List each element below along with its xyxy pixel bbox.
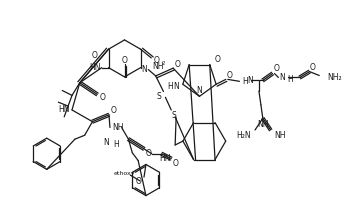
Text: O: O [214, 55, 221, 64]
Text: H: H [167, 82, 173, 91]
Text: N: N [173, 82, 179, 91]
Text: H: H [242, 77, 248, 86]
Text: ethoxy: ethoxy [114, 171, 135, 176]
Text: S: S [156, 92, 161, 101]
Text: H₂N: H₂N [237, 131, 251, 140]
Text: O: O [146, 149, 152, 158]
Text: H: H [287, 75, 293, 84]
Text: O: O [135, 177, 141, 186]
Text: S: S [172, 111, 176, 120]
Text: O: O [310, 63, 315, 72]
Text: O: O [274, 64, 279, 73]
Text: O: O [99, 93, 105, 102]
Text: HN: HN [89, 63, 101, 72]
Text: O: O [175, 60, 181, 69]
Text: O: O [122, 56, 128, 65]
Text: O: O [92, 51, 98, 60]
Text: NH: NH [257, 120, 268, 129]
Text: N: N [103, 138, 109, 146]
Text: N: N [247, 76, 253, 85]
Text: HN: HN [58, 106, 70, 114]
Text: O: O [172, 159, 178, 168]
Text: O: O [227, 71, 233, 80]
Text: O: O [153, 56, 159, 65]
Text: H: H [113, 140, 119, 148]
Text: O: O [111, 106, 117, 116]
Text: N: N [197, 86, 202, 95]
Text: 2: 2 [162, 61, 166, 66]
Text: N: N [279, 73, 285, 82]
Text: NH: NH [152, 62, 164, 71]
Text: NH: NH [112, 123, 123, 132]
Text: NH₂: NH₂ [327, 73, 342, 82]
Text: N: N [142, 65, 147, 74]
Text: NH: NH [275, 131, 286, 140]
Text: HN: HN [160, 154, 171, 163]
